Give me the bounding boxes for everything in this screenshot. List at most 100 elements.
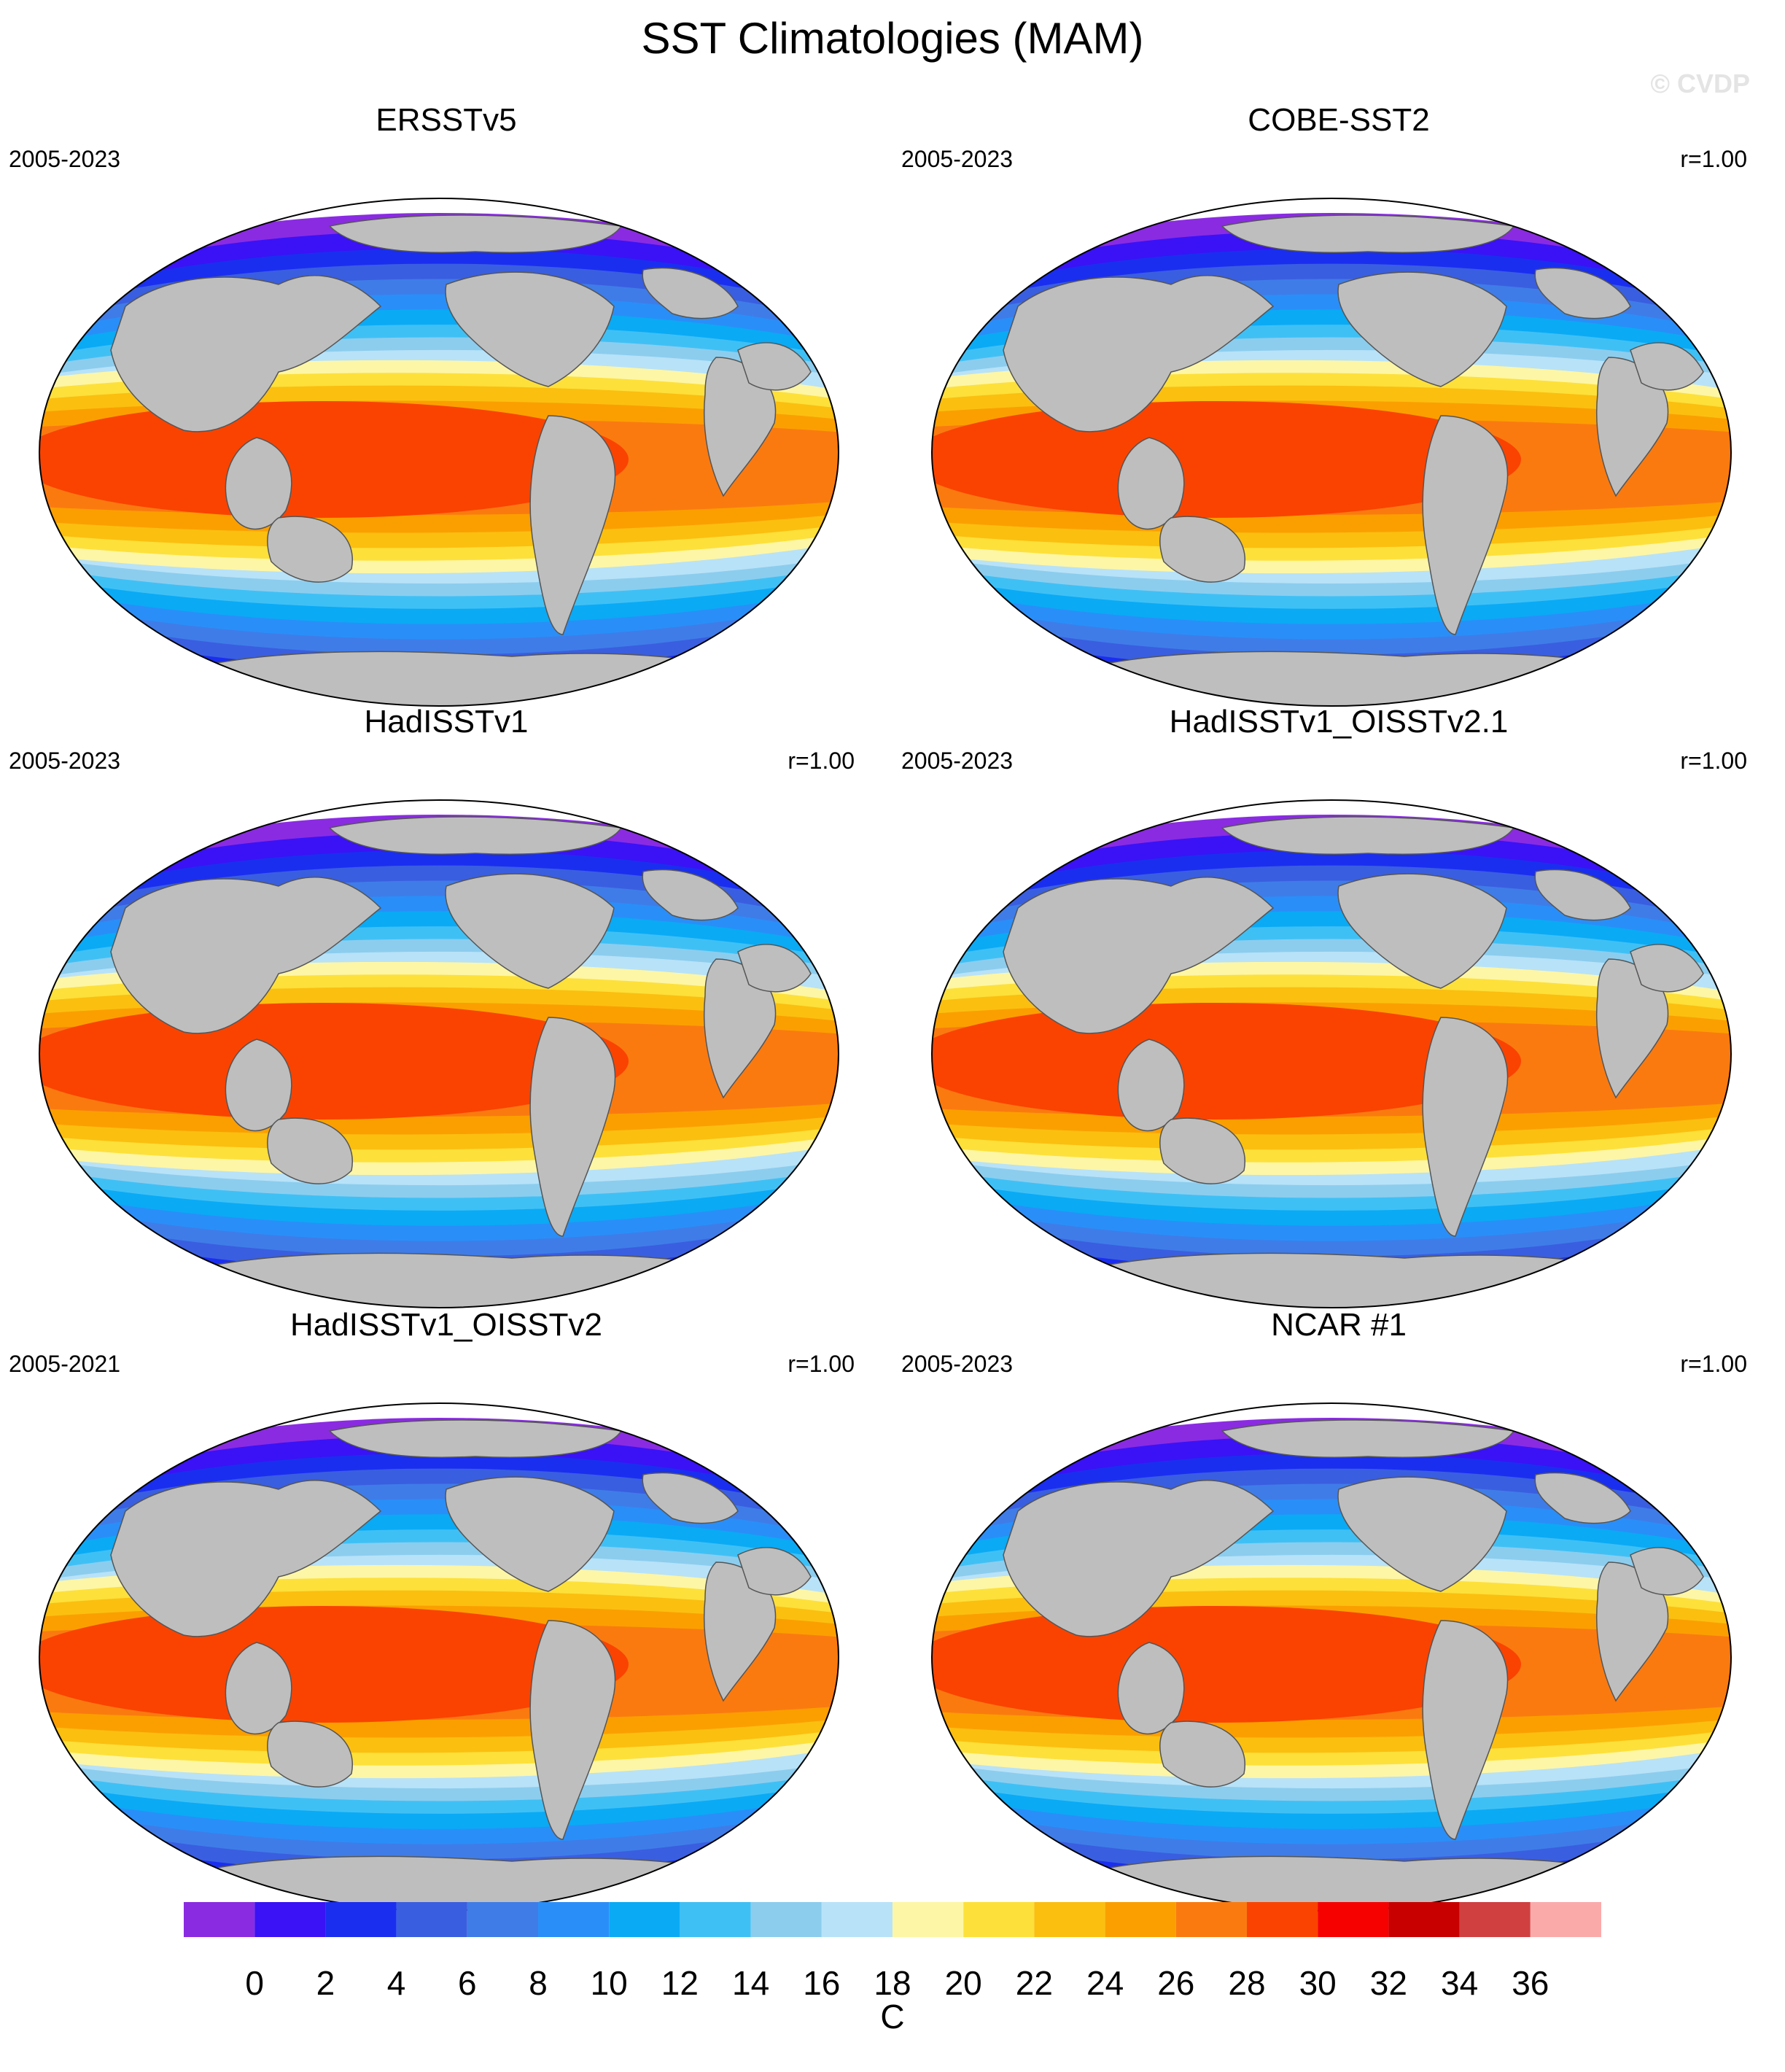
panel-period: 2005-2021 [9, 1351, 121, 1377]
land-mass [1534, 869, 1631, 921]
world-map [39, 1402, 839, 1912]
panel-period: 2005-2023 [9, 146, 121, 172]
warm-pool [932, 1003, 1521, 1120]
panel-correlation: r=1.00 [1680, 146, 1747, 172]
colorbar-tick-label: 2 [316, 1964, 335, 2002]
land-mass [529, 1620, 616, 1840]
colorbar-swatch [892, 1902, 964, 1937]
land-mass [1422, 415, 1509, 635]
land-mass [1422, 1017, 1509, 1237]
land-mass [328, 214, 623, 253]
colorbar-tick-label: 32 [1369, 1964, 1407, 2002]
map-panel-hadisstv1-oisstv2-1: HadISSTv1_OISSTv2.1 2005-2023 r=1.00 [901, 704, 1776, 1308]
colorbar-tick-label: 28 [1228, 1964, 1266, 2002]
land-mass [1630, 944, 1704, 993]
land-mass [1003, 275, 1275, 432]
warm-pool [39, 1606, 629, 1723]
land-mass [225, 437, 292, 530]
colorbar-tick-label: 30 [1299, 1964, 1337, 2002]
map-border [931, 799, 1732, 1308]
panel-correlation: r=1.00 [788, 748, 855, 774]
colorbar-tick-label: 16 [803, 1964, 841, 2002]
land-mass [445, 271, 615, 387]
world-map [39, 799, 839, 1308]
colorbar-swatch [1318, 1902, 1389, 1937]
panel-correlation: r=1.00 [1680, 748, 1747, 774]
colorbar-swatch [1034, 1902, 1105, 1937]
warm-pool [39, 401, 629, 518]
land-mass [110, 275, 382, 432]
land-mass [1221, 1419, 1515, 1458]
land-mass [1337, 271, 1507, 387]
colorbar-units-label: C [880, 1998, 905, 2036]
land-mass [1105, 651, 1646, 706]
land-mass [1221, 816, 1515, 855]
land-mass [737, 1547, 812, 1596]
map-panel-cobe-sst2: COBE-SST2 2005-2023 r=1.00 [901, 102, 1776, 707]
land-mass [1159, 1117, 1245, 1184]
colorbar-swatch [1530, 1902, 1601, 1937]
land-mass [267, 516, 353, 583]
panel-title: HadISSTv1_OISSTv2 [290, 1307, 602, 1343]
land-mass [328, 1419, 623, 1458]
colorbar-tick-label: 12 [661, 1964, 699, 2002]
world-map [931, 198, 1732, 707]
land-mass [642, 267, 739, 319]
land-mass [529, 1017, 616, 1237]
panel-correlation: r=1.00 [788, 1351, 855, 1377]
colorbar-swatch [680, 1902, 751, 1937]
warm-pool [932, 1606, 1521, 1723]
land-mass [1630, 1547, 1704, 1596]
colorbar-swatch [1388, 1902, 1460, 1937]
colorbar-tick-label: 18 [874, 1964, 911, 2002]
panel-period: 2005-2023 [9, 748, 121, 774]
panel-title: NCAR #1 [1271, 1307, 1407, 1343]
colorbar-swatch [1105, 1902, 1176, 1937]
map-panel-ersstv5: ERSSTv5 2005-2023 [9, 102, 884, 707]
warm-pool [39, 1003, 629, 1120]
land-mass [445, 1476, 615, 1592]
figure-title: SST Climatologies (MAM) [641, 14, 1144, 63]
land-mass [267, 1720, 353, 1788]
colorbar-tick-label: 26 [1157, 1964, 1195, 2002]
colorbar-swatch [467, 1902, 538, 1937]
colorbar-swatch [184, 1902, 255, 1937]
land-mass [1337, 1476, 1507, 1592]
colorbar-swatch [396, 1902, 467, 1937]
colorbar-tick-label: 4 [386, 1964, 406, 2002]
panel-title: HadISSTv1_OISSTv2.1 [1169, 704, 1509, 740]
map-border [931, 198, 1732, 707]
land-mass [328, 816, 623, 855]
land-mass [1159, 1720, 1245, 1788]
land-mass [1337, 873, 1507, 989]
land-mass [1630, 342, 1704, 391]
colorbar-swatch [821, 1902, 892, 1937]
colorbar-tick-label: 20 [944, 1964, 982, 2002]
land-mass [1117, 1039, 1185, 1132]
land-mass [737, 342, 812, 391]
panel-period: 2005-2023 [901, 748, 1014, 774]
colorbar-tick-label: 14 [732, 1964, 770, 2002]
panel-title: COBE-SST2 [1248, 102, 1430, 138]
land-mass [1117, 1642, 1185, 1735]
panel-period: 2005-2023 [901, 1351, 1014, 1377]
panel-title: ERSSTv5 [376, 102, 517, 138]
land-mass [1105, 1252, 1646, 1308]
colorbar-swatch [325, 1902, 397, 1937]
colorbar-tick-label: 24 [1086, 1964, 1124, 2002]
map-panel-hadisstv1: HadISSTv1 2005-2023 r=1.00 [9, 704, 884, 1308]
land-mass [1534, 267, 1631, 319]
colorbar-tick-label: 34 [1441, 1964, 1479, 2002]
land-mass [445, 873, 615, 989]
colorbar-tick-label: 0 [245, 1964, 264, 2002]
land-mass [642, 1472, 739, 1524]
colorbar-swatch [538, 1902, 610, 1937]
land-mass [212, 1252, 753, 1308]
land-mass [267, 1117, 353, 1184]
colorbar-swatch [1459, 1902, 1531, 1937]
panel-period: 2005-2023 [901, 146, 1014, 172]
map-panel-ncar-1: NCAR #1 2005-2023 r=1.00 [901, 1307, 1776, 1912]
land-mass [642, 869, 739, 921]
panel-title: HadISSTv1 [364, 704, 529, 740]
colorbar-tick-label: 10 [590, 1964, 628, 2002]
